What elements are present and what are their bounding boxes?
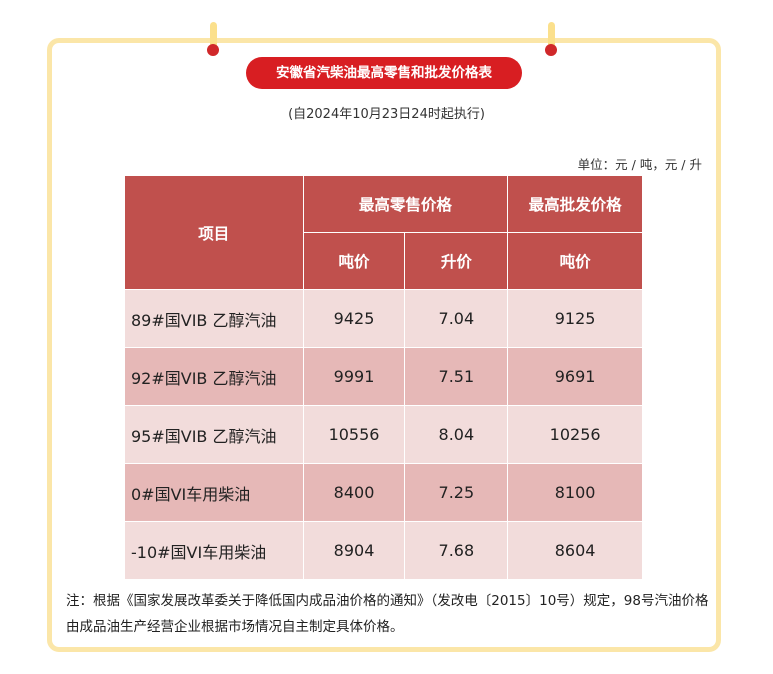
price-table: 项目 最高零售价格 最高批发价格 吨价 升价 吨价 89#国VIB 乙醇汽油 94… bbox=[124, 175, 643, 580]
header-retail-ton: 吨价 bbox=[302, 232, 406, 290]
retail-liter-price: 7.04 bbox=[404, 289, 509, 348]
header-retail-liter: 升价 bbox=[404, 232, 509, 290]
page-title: 安徽省汽柴油最高零售和批发价格表 bbox=[246, 57, 522, 89]
retail-liter-price: 8.04 bbox=[404, 405, 509, 464]
wholesale-ton-price: 10256 bbox=[507, 405, 643, 464]
retail-liter-price: 7.51 bbox=[404, 347, 509, 406]
retail-liter-price: 7.68 bbox=[404, 521, 509, 580]
wholesale-ton-price: 9125 bbox=[507, 289, 643, 348]
binder-ring-icon bbox=[548, 22, 555, 48]
retail-liter-price: 7.25 bbox=[404, 463, 509, 522]
table-row: 89#国VIB 乙醇汽油 9425 7.04 9125 bbox=[124, 289, 643, 348]
wholesale-ton-price: 8604 bbox=[507, 521, 643, 580]
wholesale-ton-price: 9691 bbox=[507, 347, 643, 406]
wholesale-ton-price: 8100 bbox=[507, 463, 643, 522]
fuel-name: 0#国VI车用柴油 bbox=[124, 463, 304, 522]
table-row: 92#国VIB 乙醇汽油 9991 7.51 9691 bbox=[124, 347, 643, 406]
retail-ton-price: 8904 bbox=[302, 521, 406, 580]
fuel-name: 95#国VIB 乙醇汽油 bbox=[124, 405, 304, 464]
binder-hole-icon bbox=[207, 44, 219, 56]
header-wholesale-ton: 吨价 bbox=[507, 232, 643, 290]
binder-hole-icon bbox=[545, 44, 557, 56]
retail-ton-price: 9425 bbox=[302, 289, 406, 348]
table-row: 0#国VI车用柴油 8400 7.25 8100 bbox=[124, 463, 643, 522]
effective-date: (自2024年10月23日24时起执行) bbox=[288, 107, 485, 122]
binder-ring-icon bbox=[210, 22, 217, 48]
fuel-name: -10#国VI车用柴油 bbox=[124, 521, 304, 580]
table-row: -10#国VI车用柴油 8904 7.68 8604 bbox=[124, 521, 643, 580]
fuel-name: 89#国VIB 乙醇汽油 bbox=[124, 289, 304, 348]
header-retail: 最高零售价格 bbox=[302, 175, 509, 233]
retail-ton-price: 8400 bbox=[302, 463, 406, 522]
retail-ton-price: 10556 bbox=[302, 405, 406, 464]
header-wholesale: 最高批发价格 bbox=[507, 175, 643, 233]
header-item: 项目 bbox=[124, 175, 304, 290]
fuel-name: 92#国VIB 乙醇汽油 bbox=[124, 347, 304, 406]
table-row: 95#国VIB 乙醇汽油 10556 8.04 10256 bbox=[124, 405, 643, 464]
retail-ton-price: 9991 bbox=[302, 347, 406, 406]
footnote: 注：根据《国家发展改革委关于降低国内成品油价格的通知》（发改电〔2015〕10号… bbox=[66, 593, 709, 635]
unit-label: 单位：元 / 吨，元 / 升 bbox=[577, 157, 702, 172]
